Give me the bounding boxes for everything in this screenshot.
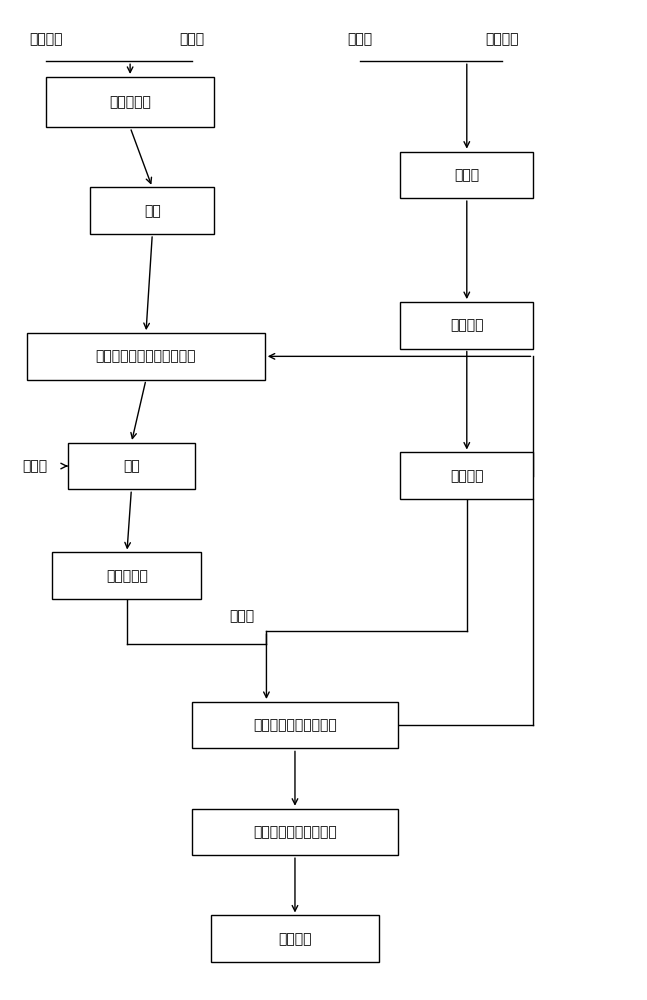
Text: 除尘灰: 除尘灰 xyxy=(22,459,47,473)
Text: 高炉系统: 高炉系统 xyxy=(278,932,312,946)
FancyBboxPatch shape xyxy=(52,552,201,599)
Text: 粘接液: 粘接液 xyxy=(230,609,255,623)
Text: 犁刀混合设备和圆盘造球机: 犁刀混合设备和圆盘造球机 xyxy=(96,349,196,363)
FancyBboxPatch shape xyxy=(27,333,265,380)
Text: 电镀污泥: 电镀污泥 xyxy=(29,32,63,46)
Text: 硫酸渣: 硫酸渣 xyxy=(347,32,373,46)
FancyBboxPatch shape xyxy=(400,452,533,499)
Text: 配料系统: 配料系统 xyxy=(450,318,483,332)
Text: 成核: 成核 xyxy=(123,459,140,473)
Text: 配料: 配料 xyxy=(144,204,160,218)
Text: 半程还原还原解毒系统: 半程还原还原解毒系统 xyxy=(253,825,337,839)
Text: 冶金废料: 冶金废料 xyxy=(485,32,519,46)
FancyBboxPatch shape xyxy=(192,702,398,748)
Text: 混料系统: 混料系统 xyxy=(450,469,483,483)
FancyBboxPatch shape xyxy=(192,809,398,855)
FancyBboxPatch shape xyxy=(91,187,214,234)
Text: 预处理系统: 预处理系统 xyxy=(109,95,151,109)
FancyBboxPatch shape xyxy=(46,77,214,127)
FancyBboxPatch shape xyxy=(211,915,379,962)
Text: 预处理: 预处理 xyxy=(454,168,479,182)
FancyBboxPatch shape xyxy=(400,302,533,349)
FancyBboxPatch shape xyxy=(68,443,195,489)
FancyBboxPatch shape xyxy=(400,152,533,198)
Text: 预覆裹系统: 预覆裹系统 xyxy=(106,569,148,583)
Text: 二次物料符合成球系统: 二次物料符合成球系统 xyxy=(253,718,337,732)
Text: 除尘灰: 除尘灰 xyxy=(180,32,205,46)
